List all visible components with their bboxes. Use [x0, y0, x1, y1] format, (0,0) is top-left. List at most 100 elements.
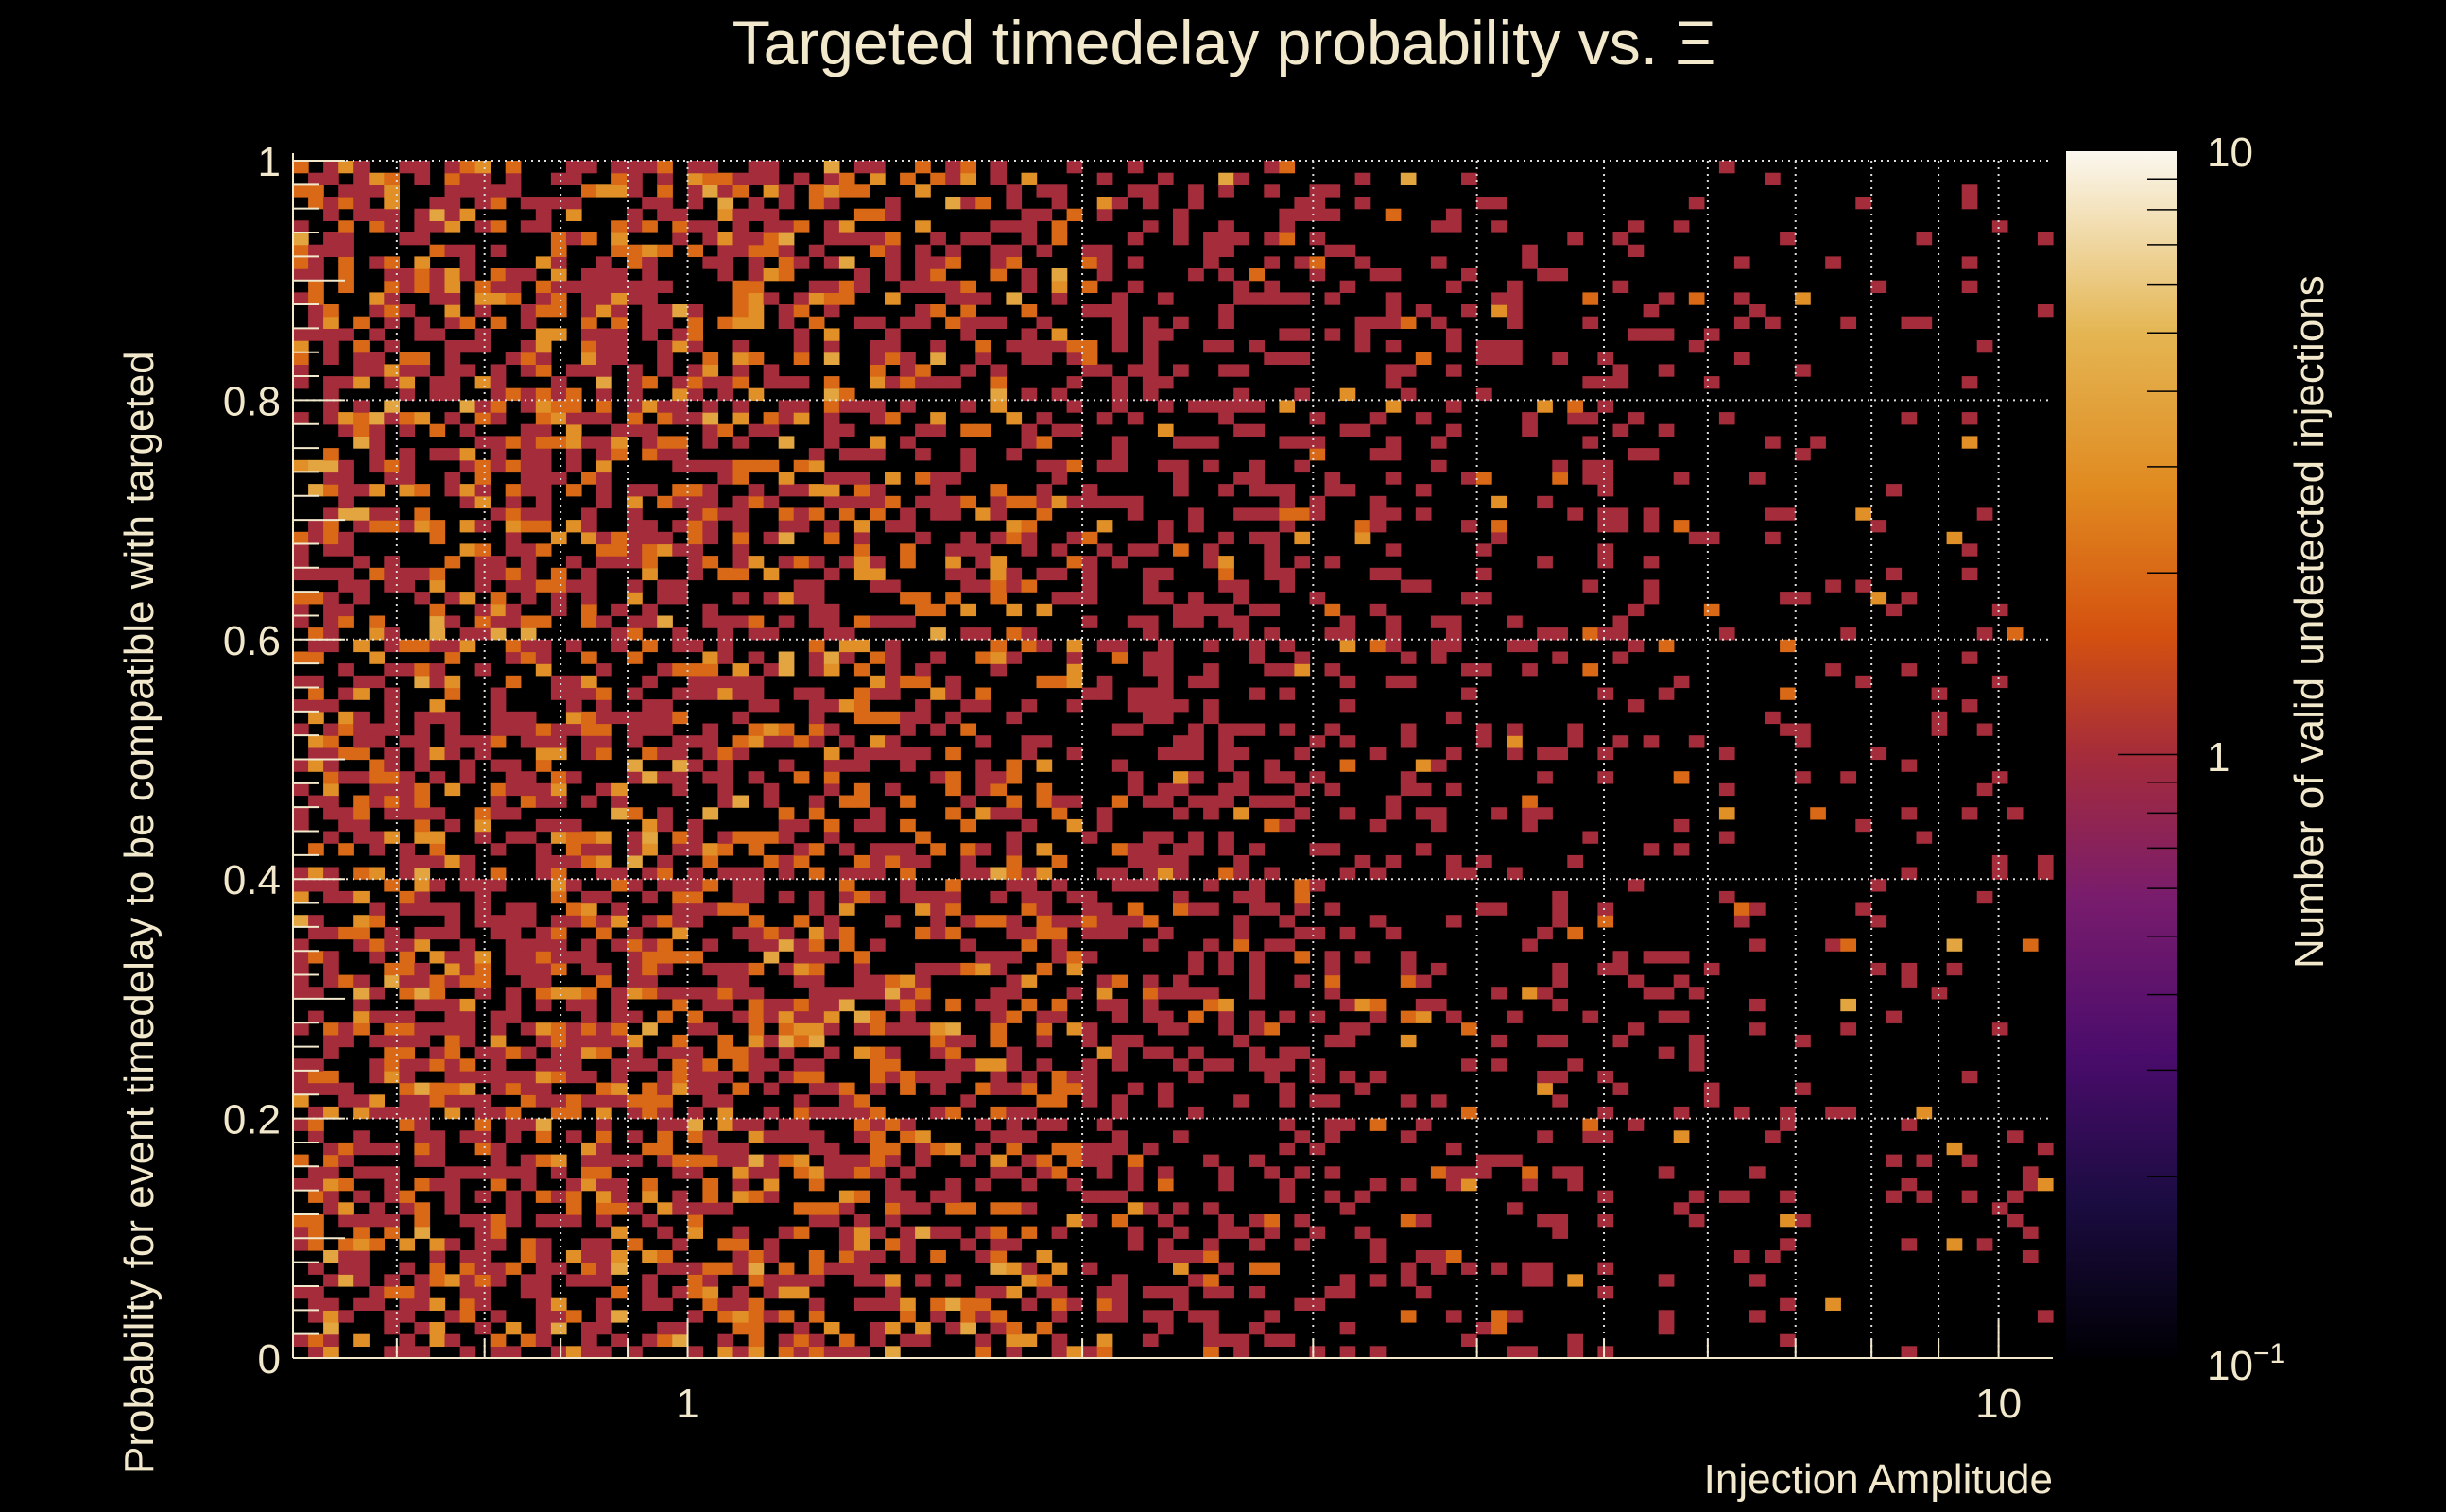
heatmap-cell: [444, 280, 461, 293]
heatmap-cell: [672, 687, 688, 700]
heatmap-cell: [596, 711, 612, 725]
heatmap-cell: [793, 1322, 810, 1335]
heatmap-cell: [748, 915, 765, 928]
heatmap-cell: [1111, 759, 1128, 772]
heatmap-cell: [1249, 974, 1265, 988]
heatmap-cell: [550, 1214, 567, 1228]
heatmap-cell: [1400, 1130, 1417, 1143]
heatmap-cell: [748, 735, 765, 748]
heatmap-cell: [945, 998, 961, 1012]
heatmap-cell: [870, 843, 886, 856]
heatmap-cell: [748, 867, 765, 880]
heatmap-cell: [474, 556, 491, 569]
heatmap-cell: [369, 1238, 385, 1251]
heatmap-cell: [732, 220, 749, 233]
heatmap-cell: [612, 1333, 628, 1347]
heatmap-cell: [1309, 1142, 1326, 1156]
heatmap-cell: [687, 1226, 703, 1239]
heatmap-cell: [657, 1202, 673, 1215]
heatmap-cell: [1522, 663, 1538, 677]
heatmap-cell: [1537, 268, 1553, 282]
heatmap-cell: [429, 998, 446, 1012]
heatmap-cell: [1582, 663, 1599, 677]
heatmap-cell: [1188, 184, 1204, 198]
heatmap-cell: [338, 543, 354, 557]
heatmap-cell: [793, 1034, 810, 1048]
heatmap-cell: [323, 232, 339, 246]
heatmap-cell: [308, 172, 324, 185]
heatmap-cell: [748, 615, 765, 628]
heatmap-cell: [1309, 232, 1326, 246]
heatmap-cell: [1021, 423, 1038, 437]
heatmap-cell: [612, 879, 628, 892]
heatmap-cell: [474, 902, 491, 916]
heatmap-cell: [1415, 1286, 1432, 1299]
heatmap-cell: [960, 423, 976, 437]
heatmap-cell: [581, 831, 597, 844]
heatmap-cell: [384, 938, 400, 952]
heatmap-cell: [444, 1010, 461, 1023]
heatmap-cell: [1339, 484, 1356, 497]
heatmap-cell: [732, 831, 749, 844]
heatmap-cell: [778, 926, 795, 940]
heatmap-cell: [596, 854, 612, 868]
heatmap-cell: [1066, 1142, 1083, 1156]
heatmap-cell: [1127, 615, 1144, 628]
heatmap-cell: [323, 974, 339, 988]
heatmap-cell: [1961, 376, 1978, 389]
heatmap-cell: [960, 962, 976, 976]
heatmap-cell: [793, 292, 810, 305]
heatmap-cell: [535, 843, 552, 856]
heatmap-cell: [505, 782, 522, 797]
heatmap-cell: [1066, 340, 1083, 353]
heatmap-cell: [687, 1070, 703, 1084]
heatmap-cell: [748, 352, 765, 365]
heatmap-cell: [642, 1250, 658, 1263]
heatmap-cell: [520, 1046, 537, 1059]
heatmap-cell: [702, 1058, 719, 1072]
heatmap-cell: [672, 208, 688, 221]
heatmap-cell: [338, 423, 354, 437]
heatmap-cell: [429, 423, 446, 437]
heatmap-cell: [1021, 172, 1038, 185]
heatmap-cell: [399, 304, 416, 318]
heatmap-cell: [369, 1142, 385, 1156]
heatmap-cell: [627, 244, 643, 257]
heatmap-cell: [838, 699, 855, 713]
heatmap-cell: [338, 974, 354, 988]
heatmap-cell: [1309, 197, 1326, 210]
heatmap-cell: [565, 364, 582, 377]
heatmap-cell: [717, 256, 734, 269]
heatmap-cell: [1096, 244, 1113, 257]
heatmap-cell: [490, 197, 507, 210]
heatmap-cell: [990, 1058, 1008, 1072]
heatmap-cell: [1218, 531, 1234, 545]
heatmap-cell: [565, 1034, 582, 1048]
heatmap-cell: [793, 579, 810, 593]
heatmap-cell: [900, 818, 916, 833]
heatmap-cell: [293, 328, 309, 341]
heatmap-cell: [535, 651, 552, 664]
heatmap-cell: [474, 747, 491, 761]
heatmap-cell: [369, 1214, 385, 1228]
heatmap-cell: [612, 782, 628, 797]
heatmap-cell: [1142, 987, 1159, 1000]
heatmap-cell: [1400, 782, 1417, 797]
heatmap-cell: [990, 1154, 1008, 1167]
heatmap-cell: [763, 184, 780, 198]
heatmap-cell: [459, 998, 476, 1012]
heatmap-cell: [323, 735, 339, 748]
heatmap-cell: [642, 567, 658, 581]
heatmap-cell: [490, 867, 507, 880]
heatmap-cell: [581, 1154, 597, 1167]
heatmap-cell: [930, 352, 946, 365]
heatmap-cell: [1597, 507, 1614, 521]
heatmap-cell: [459, 867, 476, 880]
heatmap-cell: [885, 782, 901, 797]
heatmap-cell: [1264, 531, 1280, 545]
heatmap-cell: [1339, 1022, 1356, 1036]
heatmap-cell: [474, 974, 491, 988]
heatmap-cell: [778, 1310, 795, 1323]
heatmap-cell: [990, 782, 1008, 797]
heatmap-cell: [717, 675, 734, 689]
